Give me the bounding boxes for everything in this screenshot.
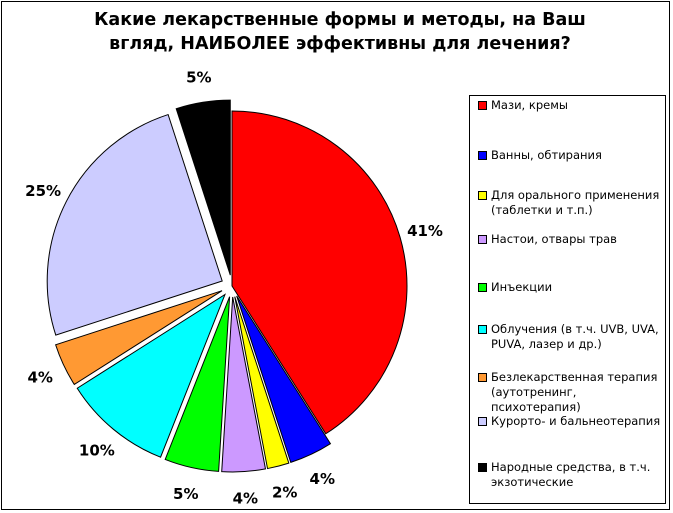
legend-label: Мази, кремы [491, 98, 568, 112]
pie-slice-label-4: 4% [233, 490, 258, 508]
pie-slice-7 [54, 290, 223, 386]
legend-item-3: Для орального применения (таблетки и т.п… [478, 188, 664, 218]
legend-swatch [478, 325, 487, 334]
legend-item-8: Курорто- и бальнеотерапия [478, 414, 664, 429]
pie-slice-8 [46, 113, 223, 336]
legend-label: Народные средства, в т.ч. экзотические [491, 460, 651, 489]
pie-slice-6 [76, 293, 227, 458]
pie-slice-label-2: 4% [310, 470, 335, 488]
pie-slice-label-7: 4% [27, 368, 52, 386]
chart-title: Какие лекарственные формы и методы, на В… [40, 8, 640, 56]
legend-label: Инъекции [491, 280, 553, 294]
legend-label: Безлекарственная терапия (аутотренинг, п… [491, 370, 658, 414]
legend-swatch [478, 101, 487, 110]
legend-swatch [478, 191, 487, 200]
legend-swatch [478, 417, 487, 426]
legend-label: Облучения (в т.ч. UVB, UVA, PUVA, лазер … [491, 322, 659, 351]
legend-swatch [478, 373, 487, 382]
legend-item-6: Облучения (в т.ч. UVB, UVA, PUVA, лазер … [478, 322, 664, 352]
pie-slice-label-6: 10% [79, 441, 115, 459]
pie-slice-label-1: 41% [407, 222, 443, 240]
pie-slice-label-9: 5% [186, 69, 211, 87]
legend-swatch [478, 235, 487, 244]
legend-item-5: Инъекции [478, 280, 664, 295]
pie-slice-1 [231, 110, 408, 435]
legend-label: Курорто- и бальнеотерапия [491, 414, 661, 428]
legend-item-2: Ванны, обтирания [478, 148, 664, 163]
legend-item-1: Мази, кремы [478, 98, 664, 113]
pie-slice-4 [221, 296, 267, 473]
legend-item-9: Народные средства, в т.ч. экзотические [478, 460, 664, 490]
pie-slice-label-3: 2% [272, 483, 297, 501]
chart-title-line-2: вгляд, НАИБОЛЕЕ эффективны для лечения? [109, 34, 571, 54]
legend-swatch [478, 283, 487, 292]
legend-item-7: Безлекарственная терапия (аутотренинг, п… [478, 370, 664, 415]
legend-label: Ванны, обтирания [491, 148, 602, 162]
legend-label: Для орального применения (таблетки и т.п… [491, 188, 660, 217]
legend-swatch [478, 151, 487, 160]
pie-slice-5 [164, 296, 231, 472]
legend-swatch [478, 463, 487, 472]
chart-legend: Мази, кремы Ванны, обтирания Для орального… [469, 95, 666, 504]
pie-slice-label-5: 5% [173, 485, 198, 503]
pie-slice-9 [175, 99, 231, 276]
chart-title-line-1: Какие лекарственные формы и методы, на В… [94, 10, 586, 30]
legend-label: Настои, отвары трав [491, 232, 617, 246]
pie-slice-label-8: 25% [25, 182, 61, 200]
legend-item-4: Настои, отвары трав [478, 232, 664, 247]
pie-slice-2 [236, 295, 332, 464]
pie-slice-3 [234, 296, 290, 470]
